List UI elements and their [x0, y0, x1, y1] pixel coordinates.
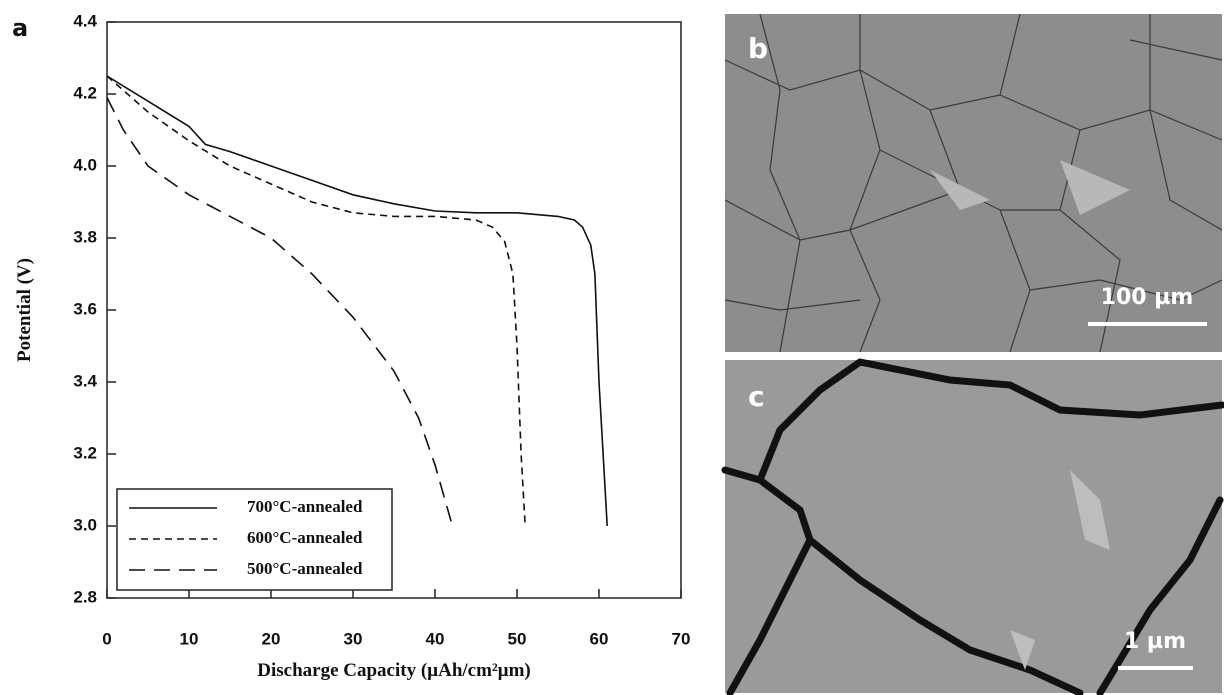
series-line	[107, 98, 451, 523]
legend-label: 600°C-annealed	[247, 528, 363, 547]
x-tick-label: 30	[344, 629, 363, 648]
y-tick-label: 3.8	[73, 227, 97, 246]
y-tick-label: 4.4	[73, 11, 97, 30]
scale-bar-label: 100 µm	[1101, 285, 1194, 310]
x-tick-label: 0	[102, 629, 111, 648]
y-tick-label: 4.0	[73, 155, 97, 174]
x-tick-label: 20	[262, 629, 281, 648]
x-axis-title: Discharge Capacity (µAh/cm²µm)	[257, 660, 531, 681]
y-axis-title: Potential (V)	[14, 258, 35, 362]
y-tick-label: 3.2	[73, 443, 97, 462]
legend-label: 500°C-annealed	[247, 559, 363, 578]
scale-bar-label: 1 µm	[1124, 629, 1186, 654]
image-label: c	[748, 380, 765, 413]
x-tick-label: 50	[508, 629, 527, 648]
x-tick-label: 70	[672, 629, 691, 648]
figure: a Discharge Capacity (µAh/cm²µm) Potenti…	[0, 0, 1224, 695]
series-line	[107, 76, 525, 526]
x-tick-label: 60	[590, 629, 609, 648]
x-tick-label: 40	[426, 629, 445, 648]
x-tick-label: 10	[180, 629, 199, 648]
image-label: b	[748, 32, 768, 65]
panel-label: a	[12, 14, 28, 42]
y-tick-label: 3.6	[73, 299, 97, 318]
y-tick-label: 3.4	[73, 371, 97, 390]
y-tick-label: 3.0	[73, 515, 97, 534]
y-tick-label: 4.2	[73, 83, 97, 102]
series-line	[107, 76, 607, 526]
legend-label: 700°C-annealed	[247, 497, 363, 516]
y-tick-label: 2.8	[73, 587, 97, 606]
